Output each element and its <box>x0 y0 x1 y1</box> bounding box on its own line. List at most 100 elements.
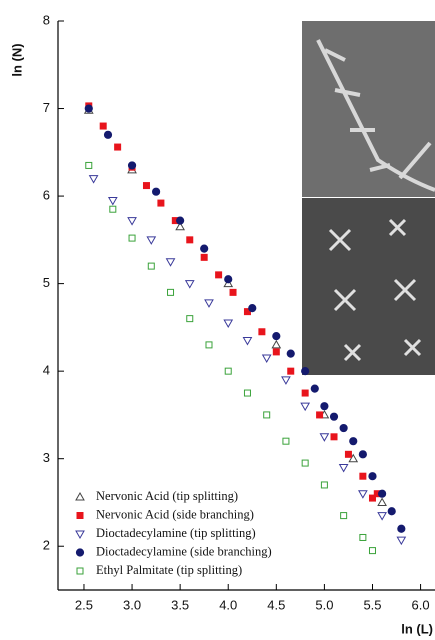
data-point <box>348 453 359 463</box>
inset-crystals <box>328 218 422 362</box>
data-point <box>248 304 257 313</box>
data-point <box>205 341 213 349</box>
data-point <box>359 533 367 541</box>
data-point <box>378 489 387 498</box>
data-point <box>263 411 271 419</box>
data-point <box>114 143 122 151</box>
x-tick-label: 5.0 <box>315 597 333 612</box>
y-tick-label: 6 <box>43 188 50 203</box>
data-point <box>330 433 338 441</box>
x-tick-label: 2.5 <box>75 597 93 612</box>
data-point <box>301 389 309 397</box>
data-point <box>127 161 137 170</box>
inset-micrograph <box>302 21 435 375</box>
x-axis-label: ln (L) <box>401 621 433 636</box>
data-point <box>109 205 117 213</box>
data-point <box>319 433 330 442</box>
data-point <box>224 275 233 284</box>
data-point <box>271 339 282 349</box>
data-point <box>272 332 281 341</box>
x-tick-label: 4.0 <box>219 597 237 612</box>
data-point <box>377 512 387 521</box>
data-point <box>281 376 291 385</box>
data-point <box>223 278 234 288</box>
data-point <box>242 337 253 346</box>
x-tick-label: 4.5 <box>267 597 285 612</box>
legend-marker <box>75 548 85 557</box>
data-point <box>287 367 295 375</box>
legend-label: Dioctadecylamine (side branching) <box>96 544 272 558</box>
data-point <box>368 547 376 555</box>
data-point <box>186 236 194 244</box>
data-point <box>368 494 376 502</box>
data-point <box>286 349 295 358</box>
data-point <box>184 280 195 289</box>
data-point <box>282 437 290 445</box>
data-point <box>224 367 232 375</box>
y-axis-label: ln (N) <box>9 43 24 76</box>
data-point <box>99 122 107 130</box>
data-point <box>175 221 186 231</box>
data-point <box>85 161 93 169</box>
data-point <box>200 253 208 261</box>
data-point <box>147 262 155 270</box>
data-point <box>142 182 150 190</box>
data-point <box>157 199 165 207</box>
data-point <box>258 328 266 336</box>
data-point <box>300 402 311 412</box>
y-tick-label: 2 <box>43 538 50 553</box>
legend-marker <box>76 567 84 575</box>
data-point <box>301 367 310 376</box>
data-point <box>151 187 161 196</box>
legend-marker <box>75 491 85 501</box>
x-tick-label: 3.0 <box>123 597 141 612</box>
legend-marker <box>76 512 84 519</box>
data-point <box>186 315 194 323</box>
data-point <box>339 423 348 433</box>
data-point <box>377 497 387 506</box>
y-tick-label: 5 <box>43 275 50 290</box>
data-point <box>200 244 209 253</box>
data-point <box>127 217 137 226</box>
data-point <box>103 130 113 139</box>
inset-dendrite <box>316 39 435 192</box>
data-point <box>316 411 324 419</box>
data-point <box>223 319 234 329</box>
data-point <box>344 450 352 458</box>
data-point <box>358 450 367 459</box>
data-point <box>128 234 136 242</box>
data-point <box>349 437 358 446</box>
y-tick-label: 3 <box>43 450 50 465</box>
legend-marker <box>75 530 85 540</box>
data-point <box>165 258 176 267</box>
data-point <box>396 536 407 546</box>
y-tick-label: 8 <box>43 12 50 27</box>
legend-label: Nervonic Acid (side branching) <box>96 507 254 521</box>
data-point <box>146 236 157 245</box>
data-point <box>368 472 377 481</box>
x-tick-label: 3.5 <box>171 597 189 612</box>
data-point <box>261 354 272 364</box>
data-point <box>338 463 349 473</box>
data-point <box>320 402 329 411</box>
x-tick-label: 6.0 <box>412 597 430 612</box>
data-point <box>301 459 309 467</box>
x-tick-label: 5.5 <box>363 597 381 612</box>
data-point <box>107 196 118 206</box>
legend-label: Dioctadecylamine (tip splitting) <box>96 526 256 540</box>
data-point <box>310 384 319 393</box>
data-point <box>229 288 237 296</box>
data-point <box>397 524 406 533</box>
data-point <box>243 389 251 397</box>
data-point <box>387 507 396 516</box>
data-point <box>359 472 367 480</box>
y-tick-label: 4 <box>43 363 50 378</box>
data-point <box>340 512 348 520</box>
y-tick-label: 7 <box>43 100 50 115</box>
data-point <box>84 104 93 113</box>
legend-label: Nervonic Acid (tip splitting) <box>96 489 238 503</box>
data-point <box>215 271 223 279</box>
data-point <box>272 348 280 356</box>
data-point <box>204 299 214 308</box>
